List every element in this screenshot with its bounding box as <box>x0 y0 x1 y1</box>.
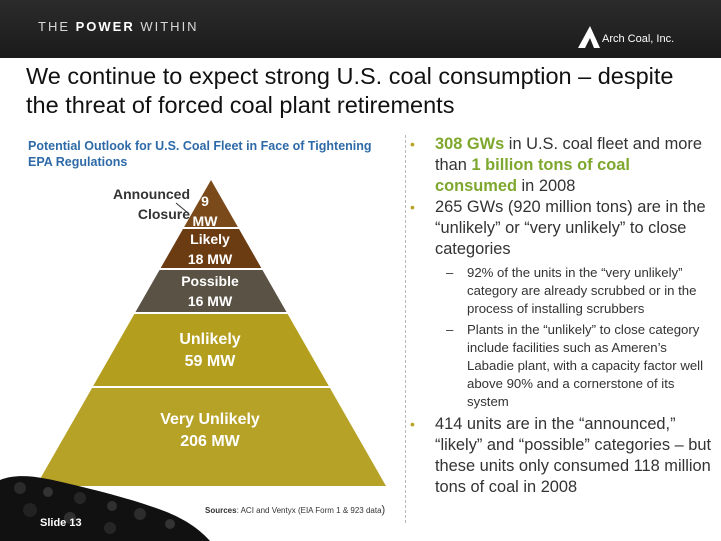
bullet-dot: • <box>410 415 415 432</box>
pyramid-level-possible <box>135 270 287 312</box>
logo-mark-icon <box>578 26 600 48</box>
slide-number: Slide 13 <box>40 517 82 529</box>
pyramid-level-unlikely <box>93 314 329 386</box>
possible-value: 16 MW <box>187 293 233 309</box>
pyramid-level-likely <box>160 229 262 268</box>
slide-title: We continue to expect strong U.S. coal c… <box>26 63 674 118</box>
company-logo: Arch Coal, Inc. <box>568 24 718 54</box>
announced-value: 9 <box>201 193 209 209</box>
sub-bullet-1: – 92% of the units in the “very unlikely… <box>446 265 697 317</box>
unlikely-value: 59 MW <box>184 353 236 370</box>
bullet-dot: • <box>410 136 415 152</box>
likely-value: 18 MW <box>187 251 233 267</box>
bullet-dot: • <box>410 199 415 215</box>
very-unlikely-label: Very Unlikely <box>160 411 260 428</box>
pyramid-label-likely: Likely 18 MW <box>160 229 260 269</box>
pyramid-label-announced: 9 MW <box>190 191 220 231</box>
possible-label: Possible <box>181 273 239 289</box>
unlikely-label: Unlikely <box>179 331 241 348</box>
bullet-list: • 308 GWs in U.S. coal fleet and more th… <box>410 134 715 498</box>
callout-leader-line <box>175 202 189 214</box>
column-divider <box>405 135 406 523</box>
pyramid-label-unlikely: Unlikely 59 MW <box>130 329 290 373</box>
header-tagline: THE POWER WITHIN <box>38 19 199 34</box>
bullet-1: • 308 GWs in U.S. coal fleet and more th… <box>410 135 702 195</box>
pyramid-label-very-unlikely: Very Unlikely 206 MW <box>110 409 310 453</box>
coal-pile-image <box>0 476 210 541</box>
sub-bullet-2: – Plants in the “unlikely” to close cate… <box>446 321 704 410</box>
announced-unit: MW <box>192 213 218 229</box>
bullet-3: • 414 units are in the “announced,” “lik… <box>410 414 712 496</box>
bullet-2: • 265 GWs (920 million tons) are in the … <box>410 198 706 258</box>
source-note: Sources: ACI and Ventyx (EIA Form 1 & 92… <box>205 504 386 516</box>
header-bar: THE POWER WITHIN Arch Coal, Inc. <box>0 0 721 58</box>
logo-text: Arch Coal, Inc. <box>602 33 675 45</box>
pyramid-label-possible: Possible 16 MW <box>150 271 270 311</box>
likely-label: Likely <box>190 231 230 247</box>
pyramid-level-announced <box>184 180 238 227</box>
chart-title: Potential Outlook for U.S. Coal Fleet in… <box>28 139 372 169</box>
pyramid-level-very-unlikely <box>36 388 386 486</box>
very-unlikely-value: 206 MW <box>180 433 240 450</box>
announced-closure-callout: Announced Closure <box>113 186 190 222</box>
